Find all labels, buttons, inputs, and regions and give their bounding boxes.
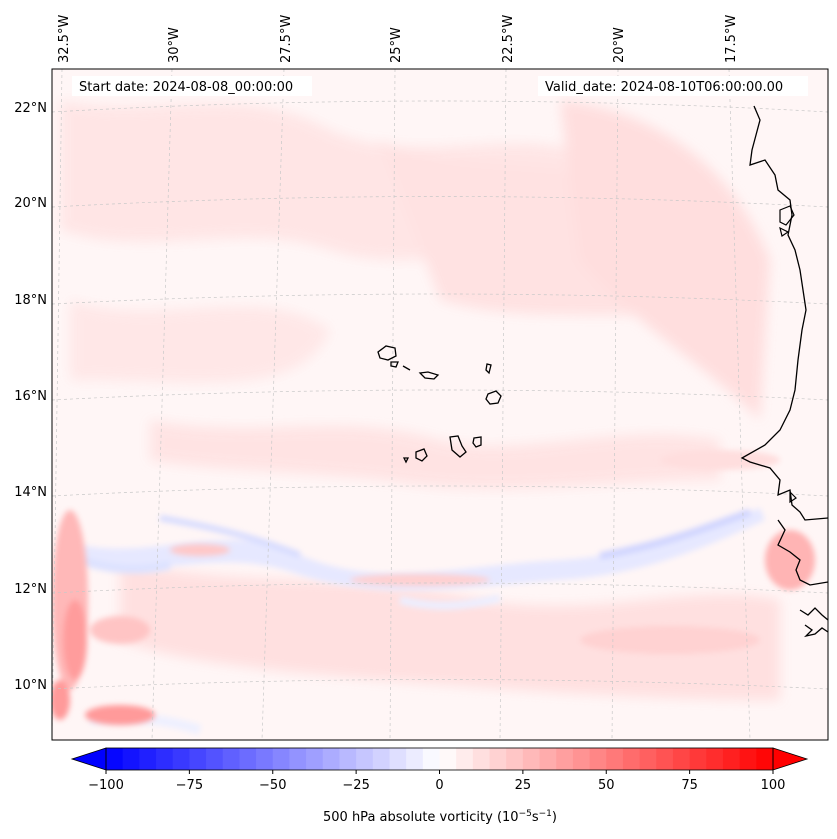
lat-label: 12°N — [14, 582, 47, 597]
colorbar: −100 −75 −50 −25 0 25 50 75 100 500 hPa absolute… — [70, 747, 809, 825]
vorticity-field — [52, 69, 828, 740]
colorbar-max-arrow — [772, 747, 809, 771]
colorbar-min-arrow — [70, 747, 107, 771]
valid-date-label: Valid_date: 2024-08-10T06:00:00.00 — [545, 80, 783, 95]
colorbar-segment — [672, 748, 691, 770]
lon-label: 30°W — [167, 27, 182, 63]
colorbar-segment — [389, 748, 407, 770]
colorbar-segment — [256, 748, 274, 770]
colorbar-segment — [422, 748, 441, 770]
colorbar-segment — [406, 748, 424, 770]
colorbar-segment — [439, 748, 457, 770]
colorbar-tick-label: 75 — [681, 778, 698, 793]
colorbar-segment — [706, 748, 724, 770]
colorbar-segment — [239, 748, 257, 770]
colorbar-segment — [272, 748, 291, 770]
colorbar-segment — [689, 748, 707, 770]
colorbar-segment — [539, 748, 557, 770]
lon-label: 27.5°W — [279, 15, 294, 63]
colorbar-segment — [722, 748, 741, 770]
colorbar-segment — [356, 748, 374, 770]
colorbar-tick-label: −100 — [88, 778, 124, 793]
colorbar-segment — [339, 748, 357, 770]
colorbar-tick-label: −75 — [176, 778, 203, 793]
colorbar-segment — [372, 748, 391, 770]
colorbar-tick-label: 50 — [598, 778, 615, 793]
valid-date-box — [538, 76, 808, 96]
colorbar-segment — [556, 748, 574, 770]
cabo-verde-islands — [377, 345, 502, 464]
lat-label: 22°N — [14, 101, 47, 116]
colorbar-segment — [156, 748, 174, 770]
lon-label: 32.5°W — [57, 15, 72, 63]
lat-label: 16°N — [14, 389, 47, 404]
colorbar-segment — [506, 748, 524, 770]
colorbar-tick-label: −25 — [342, 778, 369, 793]
colorbar-segment — [572, 748, 591, 770]
colorbar-ticks: −100 −75 −50 −25 0 25 50 75 100 — [88, 770, 785, 793]
colorbar-segment — [222, 748, 241, 770]
map-frame — [51, 68, 829, 741]
start-date-label: Start date: 2024-08-08_00:00:00 — [79, 80, 293, 95]
graticule — [52, 69, 828, 740]
lat-label: 20°N — [14, 196, 47, 211]
colorbar-segment — [622, 748, 641, 770]
colorbar-segment — [756, 748, 774, 770]
colorbar-segment — [189, 748, 207, 770]
colorbar-segment — [139, 748, 157, 770]
colorbar-segment — [739, 748, 757, 770]
colorbar-segment — [522, 748, 541, 770]
colorbar-segment — [206, 748, 224, 770]
colorbar-segment — [472, 748, 491, 770]
start-date-box — [72, 76, 312, 96]
colorbar-label: 500 hPa absolute vorticity (10−5s−1) — [323, 809, 557, 825]
colorbar-segment — [289, 748, 307, 770]
colorbar-segment — [106, 748, 124, 770]
lat-label: 10°N — [14, 678, 47, 693]
lon-label: 25°W — [389, 27, 404, 63]
colorbar-segments — [106, 748, 774, 770]
lon-label: 20°W — [612, 27, 627, 63]
colorbar-segment — [122, 748, 140, 770]
colorbar-tick-label: 100 — [761, 778, 786, 793]
africa-coastline — [740, 105, 828, 638]
colorbar-tick-label: 0 — [435, 778, 443, 793]
colorbar-segment — [639, 748, 657, 770]
lon-label: 22.5°W — [501, 15, 516, 63]
colorbar-segment — [656, 748, 674, 770]
colorbar-tick-label: −50 — [259, 778, 286, 793]
colorbar-segment — [306, 748, 324, 770]
map-panel: Start date: 2024-08-08_00:00:00 Valid_da… — [51, 68, 829, 741]
colorbar-segment — [172, 748, 190, 770]
lat-label: 14°N — [14, 485, 47, 500]
colorbar-segment — [489, 748, 507, 770]
lon-label: 17.5°W — [724, 15, 739, 63]
latitude-labels: 22°N 20°N 18°N 16°N 14°N 12°N 10°N — [14, 101, 47, 693]
colorbar-segment — [606, 748, 624, 770]
colorbar-tick-label: 25 — [515, 778, 532, 793]
colorbar-segment — [322, 748, 341, 770]
longitude-labels: 32.5°W 30°W 27.5°W 25°W 22.5°W 20°W 17.5… — [57, 15, 739, 63]
colorbar-segment — [456, 748, 474, 770]
lat-label: 18°N — [14, 293, 47, 308]
colorbar-segment — [589, 748, 607, 770]
